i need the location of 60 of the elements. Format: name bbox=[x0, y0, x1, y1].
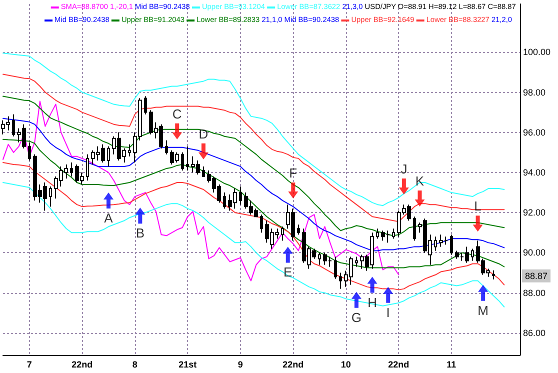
candlestick bbox=[144, 96, 147, 115]
line-series bbox=[2, 96, 505, 236]
y-tick-label: 96.00 bbox=[523, 127, 546, 138]
candlestick bbox=[392, 228, 395, 240]
y-tick-label: 90.00 bbox=[523, 248, 546, 258]
x-tick-label: 7 bbox=[26, 360, 32, 370]
data-label: C bbox=[172, 106, 182, 122]
candlestick bbox=[297, 224, 300, 236]
data-label: I bbox=[386, 304, 390, 320]
x-tick-label: 21st bbox=[178, 360, 197, 370]
candlestick bbox=[413, 216, 416, 242]
candlestick bbox=[12, 114, 15, 137]
candlestick bbox=[165, 140, 168, 155]
annotation: 88.87 bbox=[525, 270, 548, 281]
data-label: F bbox=[289, 166, 298, 181]
candlestick bbox=[49, 186, 52, 208]
y-tick-label: 86.00 bbox=[523, 328, 546, 338]
candlestick bbox=[450, 234, 453, 256]
data-label: B bbox=[136, 226, 144, 241]
y-tick-label: 92.00 bbox=[523, 208, 546, 218]
candlestick bbox=[260, 214, 263, 234]
line-series bbox=[2, 138, 505, 268]
candlestick bbox=[281, 226, 284, 242]
x-tick-label: 22nd bbox=[282, 360, 304, 370]
candlestick bbox=[334, 256, 337, 280]
candlestick bbox=[339, 272, 342, 290]
data-label: D bbox=[198, 126, 208, 142]
x-tick-label: 11 bbox=[446, 360, 456, 370]
candlestick bbox=[181, 152, 184, 171]
candlestick bbox=[28, 142, 31, 161]
y-tick-label: 100.00 bbox=[523, 47, 551, 58]
candlestick bbox=[202, 166, 205, 177]
line-series bbox=[2, 100, 400, 282]
data-label: A bbox=[104, 210, 114, 226]
x-tick-label: 10 bbox=[340, 360, 351, 370]
data-label: J bbox=[400, 162, 408, 177]
data-label: M bbox=[478, 302, 488, 318]
y-tick-label: 98.00 bbox=[523, 87, 546, 98]
line-series bbox=[2, 74, 505, 222]
candlestick bbox=[186, 146, 189, 171]
candlestick bbox=[107, 146, 110, 167]
candlestick bbox=[128, 144, 131, 157]
candlestick bbox=[70, 162, 73, 177]
y-tick-label: 88.00 bbox=[523, 288, 546, 298]
x-tick-label: 9 bbox=[238, 360, 243, 370]
candlestick bbox=[239, 186, 242, 206]
candlestick bbox=[355, 256, 358, 268]
candlestick bbox=[86, 154, 89, 182]
x-tick-label: 22nd bbox=[388, 360, 410, 370]
x-tick-label: 22nd bbox=[72, 360, 93, 370]
candlestick bbox=[492, 270, 495, 280]
line-series bbox=[2, 118, 505, 252]
candlestick bbox=[471, 248, 474, 262]
y-tick-label: 94.00 bbox=[523, 167, 546, 178]
candlestick bbox=[318, 252, 321, 266]
data-label: G bbox=[351, 310, 362, 325]
candlestick bbox=[223, 192, 226, 210]
candlestick bbox=[376, 228, 379, 240]
x-tick-label: 8 bbox=[132, 360, 138, 370]
candlestick bbox=[434, 236, 437, 252]
